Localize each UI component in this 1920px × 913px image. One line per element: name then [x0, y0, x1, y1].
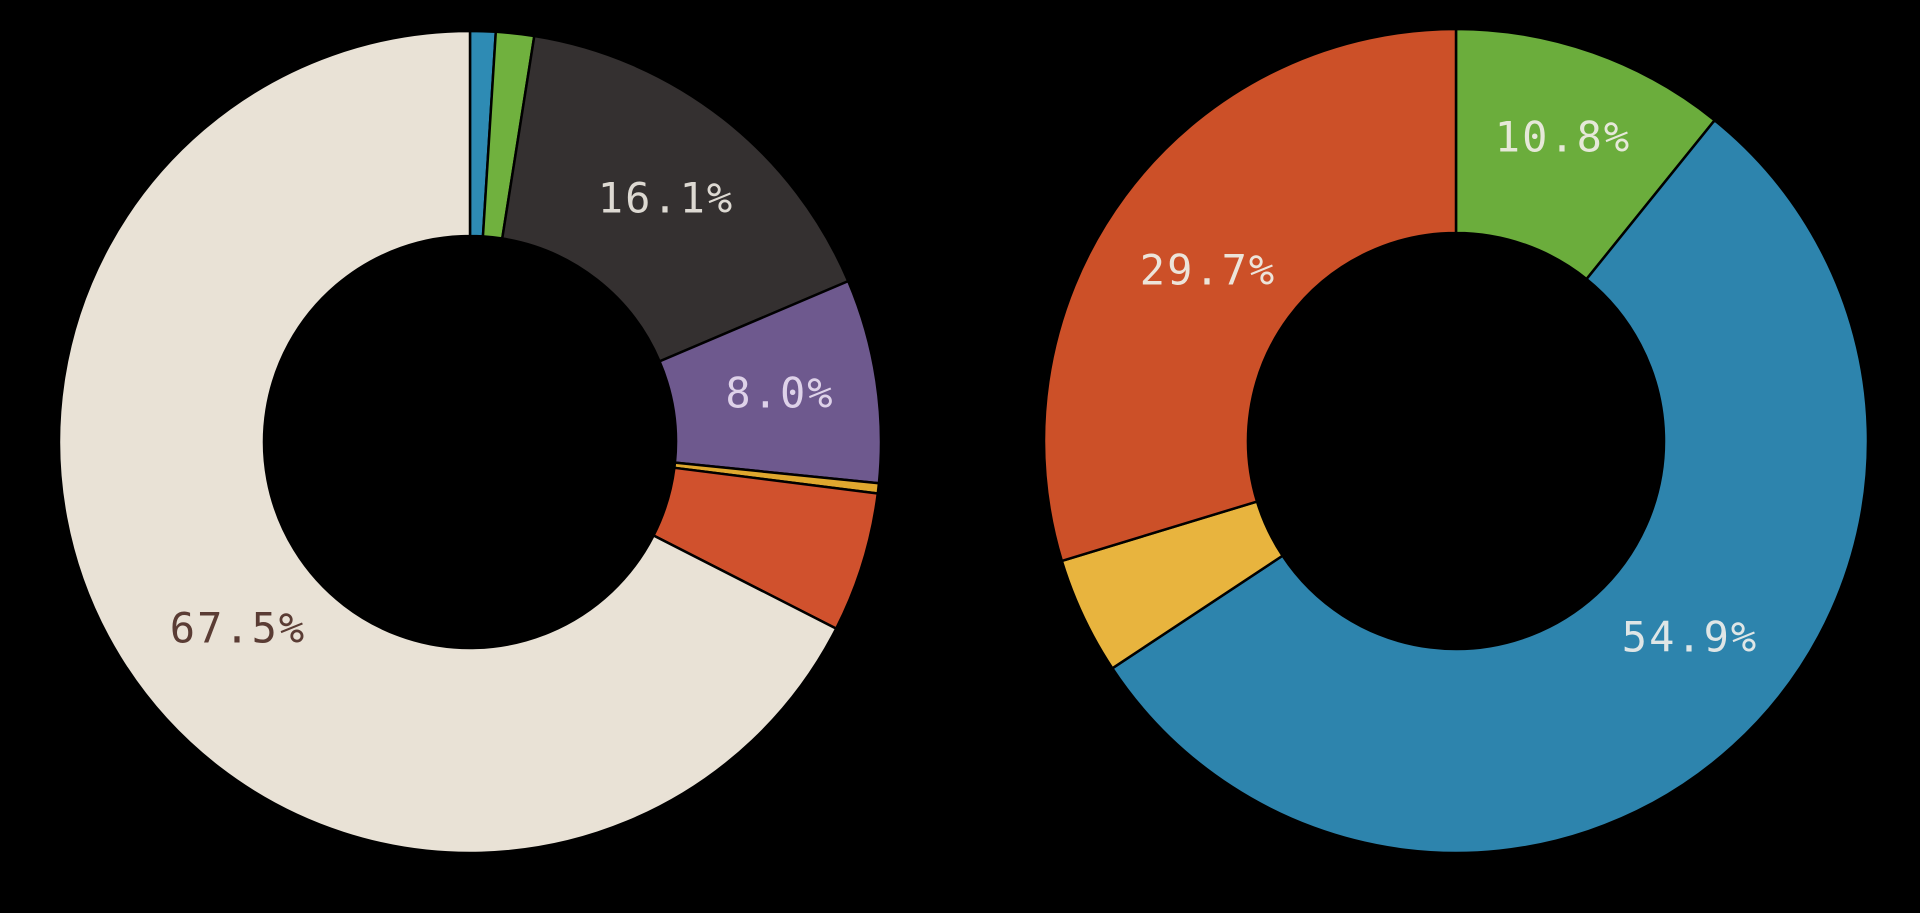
donut-chart-right-label-red: 29.7%: [1140, 246, 1276, 295]
donut-chart-left-label-cream: 67.5%: [170, 604, 306, 653]
donut-chart-left-label-purple: 8.0%: [725, 369, 834, 418]
donut-chart-right-slice-red: [1042, 27, 1458, 563]
donut-chart-left-slice-charcoal: [500, 34, 850, 363]
donut-chart-right-label-blue: 54.9%: [1622, 613, 1758, 662]
donut-chart-left: 16.1% 8.0% 67.5%: [57, 29, 883, 855]
donut-chart-right-label-green: 10.8%: [1495, 113, 1631, 162]
donut-chart-left-slice-cream: [57, 29, 838, 855]
donut-chart-right: 10.8% 54.9% 29.7%: [1042, 27, 1870, 855]
donut-chart-right-slice-blue: [1111, 119, 1870, 855]
donut-chart-left-label-charcoal: 16.1%: [598, 174, 734, 223]
donut-chart-right-slice-green: [1454, 27, 1716, 281]
